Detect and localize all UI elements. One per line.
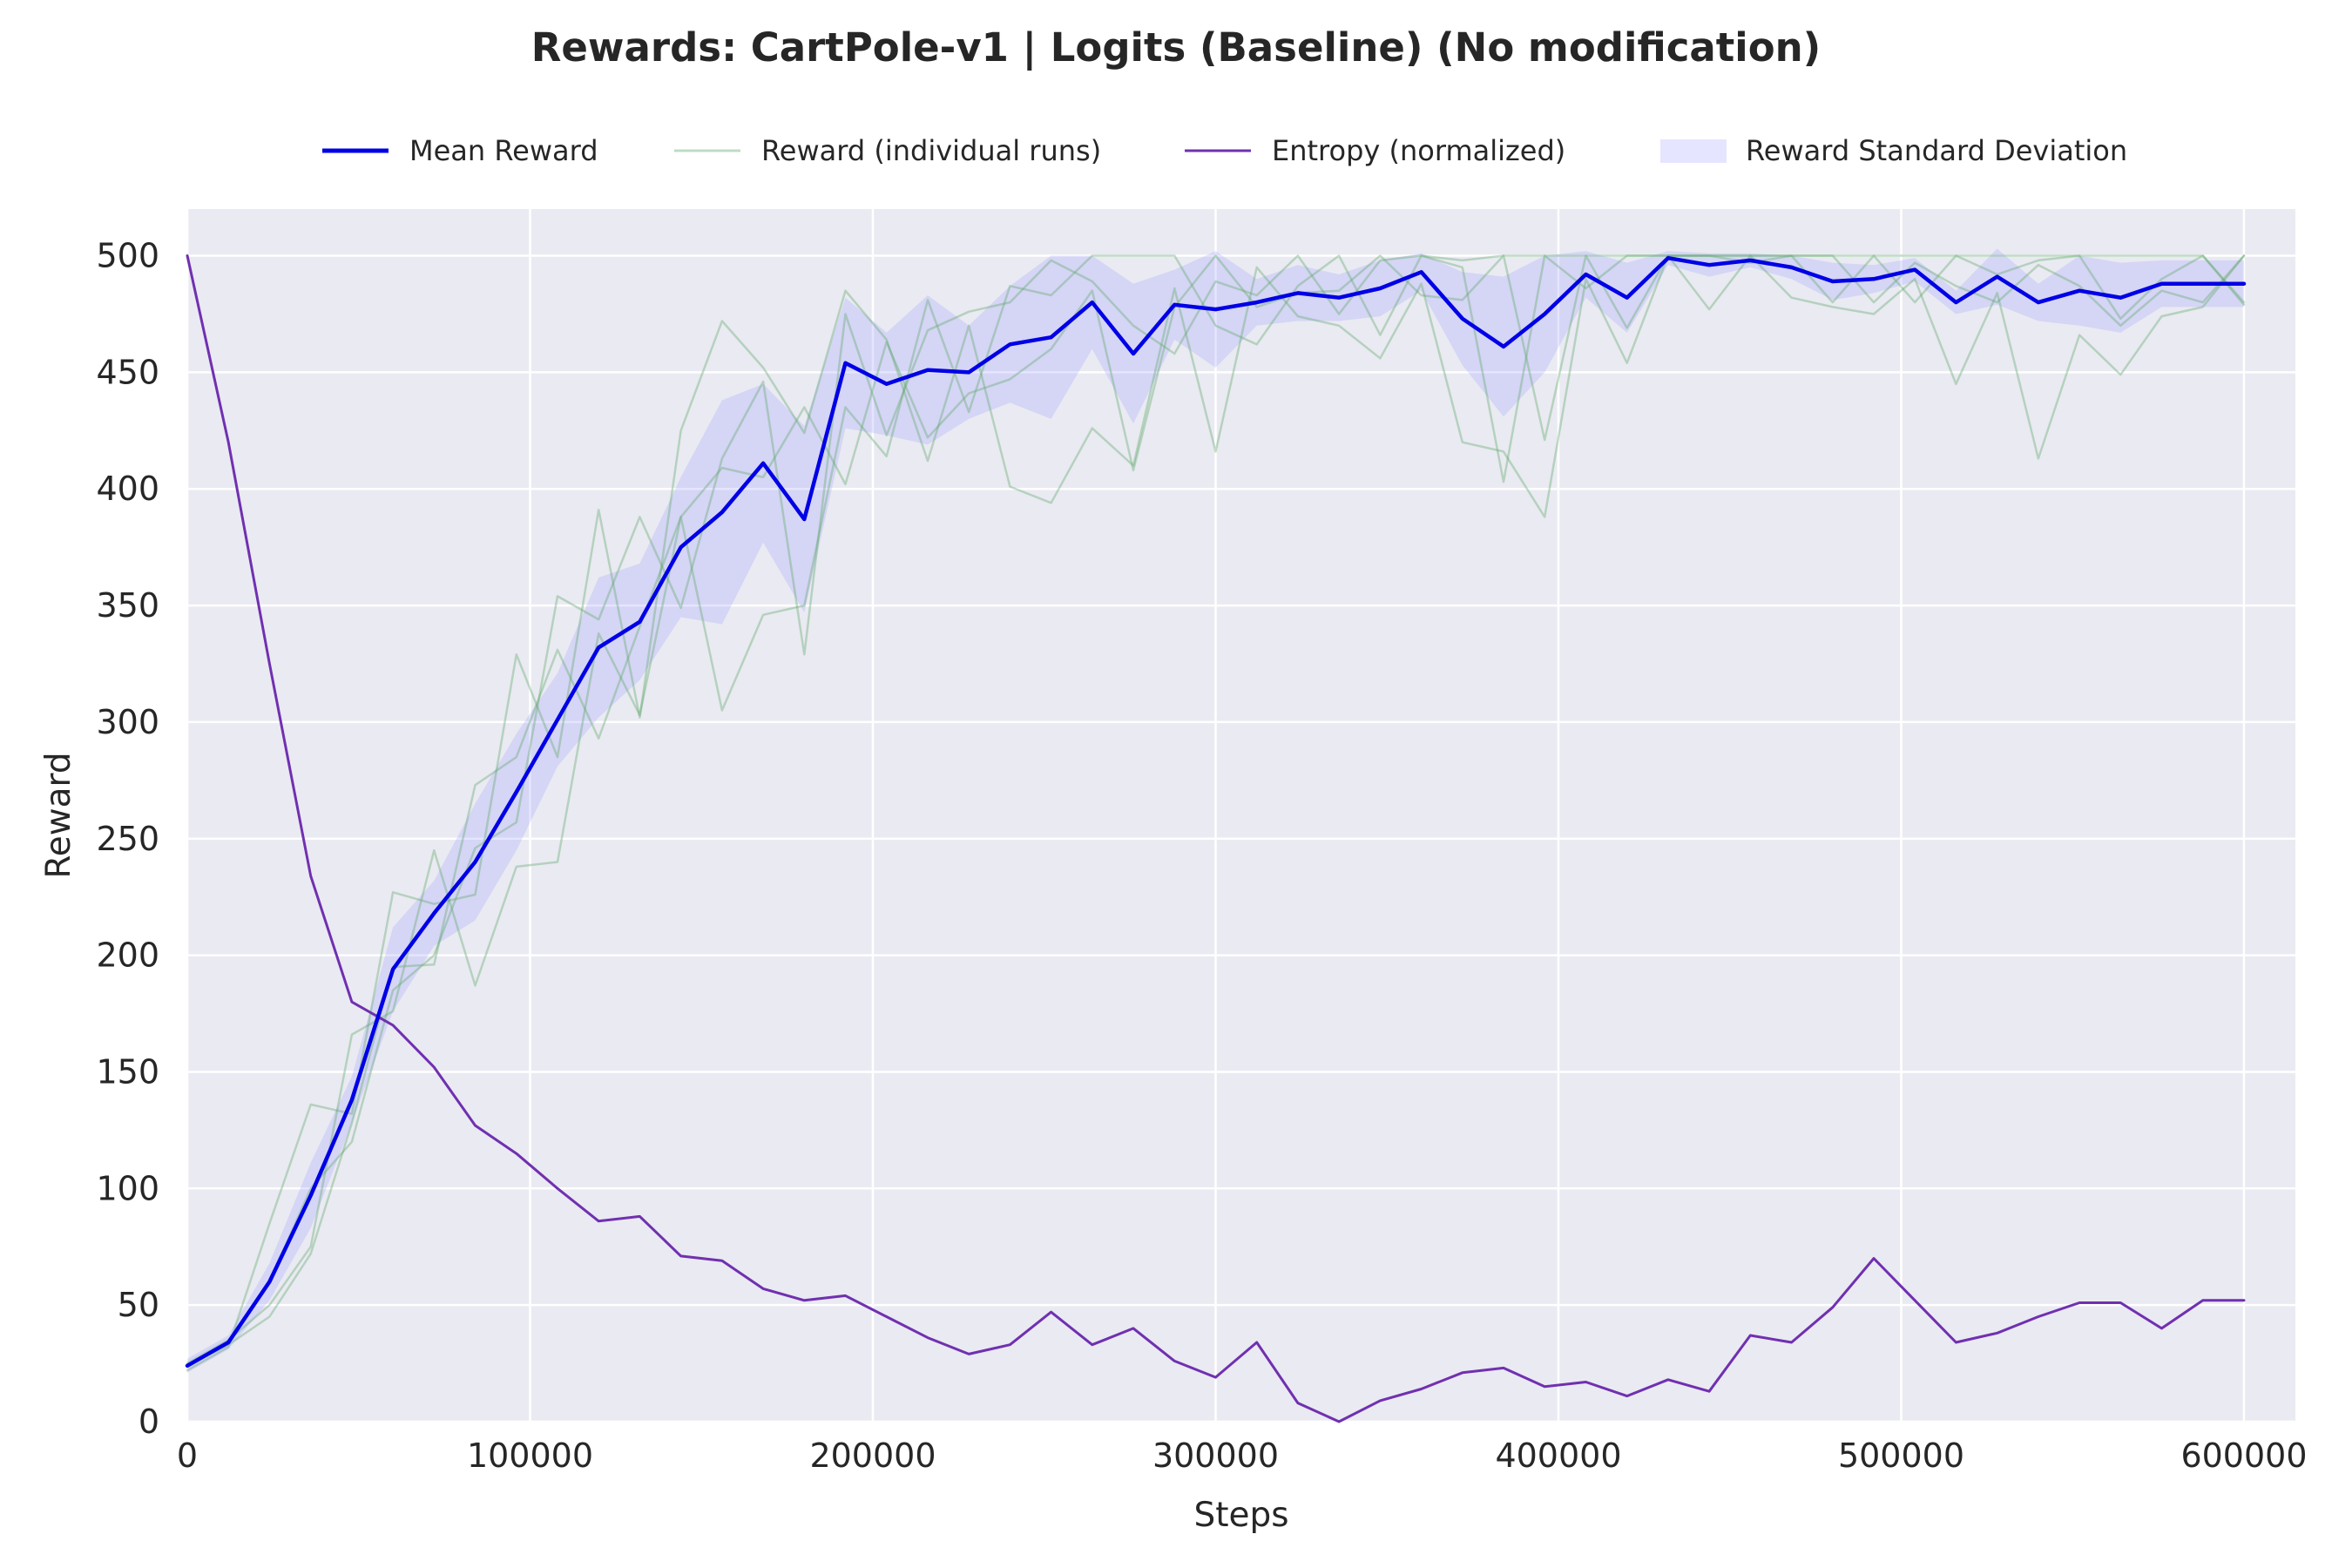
legend-label-mean-reward: Mean Reward: [409, 134, 598, 167]
legend-label-individual-runs: Reward (individual runs): [761, 134, 1101, 167]
legend: Mean Reward Reward (individual runs) Ent…: [322, 134, 2127, 167]
x-tick-label-6: 600000: [2180, 1436, 2307, 1475]
entropy-series: [186, 254, 2246, 1423]
run-line-2: [186, 254, 2246, 1368]
y-tick-label-2: 100: [96, 1169, 159, 1207]
x-tick-label-0: 0: [177, 1436, 198, 1475]
y-tick-label-10: 500: [96, 237, 159, 275]
legend-label-entropy: Entropy (normalized): [1272, 134, 1565, 167]
y-tick-label-7: 350: [96, 586, 159, 625]
x-tick-label-1: 100000: [467, 1436, 593, 1475]
legend-swatch-std-band: [1660, 139, 1727, 163]
mean-reward-line: [185, 255, 2247, 1369]
y-tick-label-8: 400: [96, 470, 159, 508]
individual-runs: [186, 254, 2246, 1372]
plot-area: [187, 209, 2295, 1422]
entropy-line: [186, 254, 2246, 1423]
run-line-3: [186, 254, 2246, 1368]
x-tick-label-2: 200000: [809, 1436, 936, 1475]
mean-reward-series: [185, 255, 2247, 1369]
y-tick-label-9: 450: [96, 353, 159, 391]
run-line-0: [186, 254, 2246, 1372]
run-line-1: [186, 254, 2246, 1365]
x-axis-label: Steps: [1193, 1496, 1288, 1535]
y-tick-label-0: 0: [139, 1402, 159, 1441]
chart-title: Rewards: CartPole-v1 | Logits (Baseline)…: [531, 24, 1821, 71]
x-tick-label-3: 300000: [1152, 1436, 1279, 1475]
y-tick-label-4: 200: [96, 936, 159, 975]
y-tick-label-5: 250: [96, 820, 159, 858]
x-tick-label-4: 400000: [1495, 1436, 1621, 1475]
y-tick-label-3: 150: [96, 1052, 159, 1091]
x-axis: 0 100000 200000 300000 400000 500000 600000: [177, 1436, 2308, 1475]
x-tick-label-5: 500000: [1838, 1436, 1964, 1475]
y-tick-label-6: 300: [96, 703, 159, 741]
y-axis-label: Reward: [39, 752, 78, 878]
y-tick-label-1: 50: [118, 1286, 159, 1324]
legend-label-std-band: Reward Standard Deviation: [1746, 134, 2127, 167]
grid: [186, 209, 2295, 1423]
y-axis: 0 50 100 150 200 250 300 350 400 450 500: [96, 237, 159, 1441]
